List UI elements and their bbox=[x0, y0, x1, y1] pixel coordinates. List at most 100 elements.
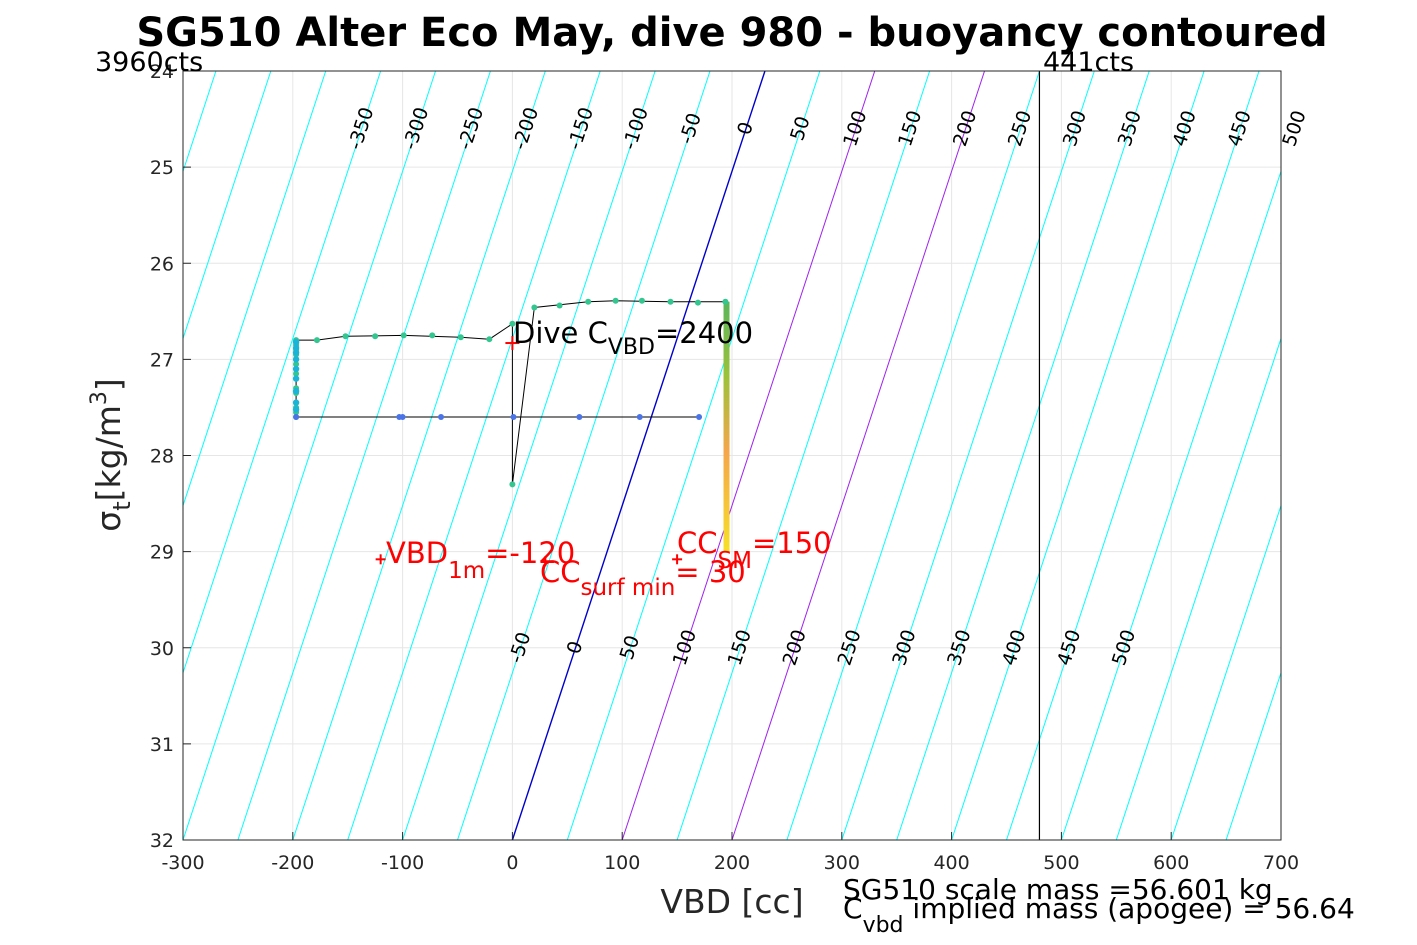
data-point bbox=[667, 298, 674, 305]
y-tick-label: 28 bbox=[150, 446, 174, 468]
data-point bbox=[292, 399, 300, 406]
x-tick-label: 500 bbox=[1043, 852, 1079, 874]
contour-line-300 bbox=[841, 71, 1095, 840]
data-point bbox=[313, 337, 320, 344]
data-point bbox=[292, 375, 300, 382]
data-point bbox=[372, 333, 379, 340]
y-label-close: ] bbox=[89, 378, 128, 391]
contour-line-500 bbox=[1060, 169, 1281, 840]
x-tick-label: 100 bbox=[604, 852, 640, 874]
data-point bbox=[400, 332, 407, 339]
contour-line-150 bbox=[676, 71, 931, 840]
contour-line-600 bbox=[1170, 504, 1281, 840]
counts-left-label: 3960cts bbox=[95, 47, 203, 78]
data-point bbox=[722, 298, 729, 305]
x-tick-label: 700 bbox=[1263, 852, 1299, 874]
contour-line-350 bbox=[896, 71, 1150, 840]
x-axis-label: VBD [cc] bbox=[660, 882, 803, 921]
data-point bbox=[696, 414, 703, 421]
x-tick-label: 300 bbox=[824, 852, 860, 874]
data-point bbox=[292, 365, 300, 373]
contour-line-800 bbox=[1391, 71, 1417, 840]
x-tick-label: 200 bbox=[714, 852, 750, 874]
data-point bbox=[457, 334, 464, 341]
contour-line-50 bbox=[566, 71, 821, 840]
data-point bbox=[292, 338, 300, 346]
data-point bbox=[292, 406, 300, 413]
contour-line-250 bbox=[786, 71, 1040, 840]
data-point bbox=[509, 320, 516, 327]
data-point bbox=[293, 370, 300, 377]
implied-mass-text: Cvbd implied mass (apogee) = 56.64 bbox=[843, 892, 1355, 938]
contour-line--450 bbox=[183, 71, 272, 341]
y-tick-label: 32 bbox=[150, 830, 174, 852]
data-point bbox=[293, 361, 300, 368]
cc-sm-annotation: CCSM=150 bbox=[677, 526, 832, 574]
y-tick-label: 24 bbox=[150, 61, 174, 83]
data-point bbox=[585, 298, 592, 305]
contour-line-0 bbox=[511, 71, 766, 840]
contour-line--400 bbox=[183, 71, 327, 508]
x-tick-label: 400 bbox=[933, 852, 969, 874]
contour-line-400 bbox=[951, 71, 1205, 840]
vbd-1m-annotation: VBD1m=-120 bbox=[386, 536, 575, 584]
data-point bbox=[612, 297, 619, 304]
contour-line--100 bbox=[402, 71, 656, 840]
contour-line--550 bbox=[0, 71, 161, 840]
data-point bbox=[638, 297, 645, 304]
contour-line--350 bbox=[183, 71, 382, 675]
data-point bbox=[342, 333, 349, 340]
y-label-symbol: σ bbox=[89, 511, 128, 532]
data-point bbox=[292, 349, 300, 356]
y-tick-label: 26 bbox=[150, 253, 174, 275]
data-point bbox=[509, 481, 516, 488]
y-tick-label: 27 bbox=[150, 349, 174, 371]
counts-right-label: 441cts bbox=[1043, 47, 1134, 78]
contour-line-100 bbox=[621, 71, 876, 840]
y-axis-label: σt[kg/m3] bbox=[87, 378, 136, 531]
x-tick-label: -300 bbox=[161, 852, 204, 874]
dive-trajectory bbox=[295, 300, 726, 485]
scale-mass-text: SG510 scale mass =56.601 kg bbox=[843, 873, 1273, 906]
contour-line-650 bbox=[1225, 671, 1281, 840]
contour-line-450 bbox=[1006, 71, 1260, 840]
y-label-units: [kg/m bbox=[89, 405, 128, 501]
data-point bbox=[486, 336, 493, 343]
contour-line--650 bbox=[0, 71, 51, 840]
data-point bbox=[576, 414, 583, 421]
contour-line--50 bbox=[457, 71, 711, 840]
contour-line-750 bbox=[1336, 71, 1417, 840]
dive-series bbox=[292, 297, 730, 552]
y-tick-label: 30 bbox=[150, 638, 174, 660]
x-tick-label: 0 bbox=[506, 852, 518, 874]
dive-cvbd-annotation: Dive CVBD=2400 bbox=[513, 316, 753, 360]
data-point bbox=[531, 304, 538, 311]
data-point bbox=[556, 302, 563, 309]
data-point bbox=[438, 414, 445, 421]
cc-surf-min-annotation: CCsurf min= 30 bbox=[540, 555, 746, 601]
data-point bbox=[292, 356, 300, 363]
data-point bbox=[292, 387, 300, 395]
axis-ticks: -300 -200 -100 0 100 200 300 400 500 600 700 24 25 26… bbox=[150, 61, 1299, 874]
data-point bbox=[293, 414, 300, 421]
y-label-sup: 3 bbox=[87, 391, 112, 405]
y-tick-label: 25 bbox=[150, 157, 174, 179]
svg-text:σt[kg/m3]: σt[kg/m3] bbox=[87, 378, 136, 531]
data-point bbox=[636, 414, 643, 421]
annotation-markers bbox=[375, 336, 683, 567]
contour-line-200 bbox=[731, 71, 986, 840]
contour-line-550 bbox=[1115, 336, 1281, 840]
apogee-bar bbox=[723, 301, 730, 552]
contour-line--250 bbox=[237, 71, 491, 840]
data-point bbox=[694, 299, 701, 306]
x-tick-label: -100 bbox=[381, 852, 424, 874]
chart-title: SG510 Alter Eco May, dive 980 - buoyancy… bbox=[136, 10, 1327, 56]
data-point bbox=[429, 332, 436, 339]
y-tick-label: 31 bbox=[150, 734, 174, 756]
data-point bbox=[510, 414, 517, 421]
y-label-sub: t bbox=[108, 501, 136, 510]
x-tick-label: -200 bbox=[271, 852, 314, 874]
y-tick-label: 29 bbox=[150, 542, 174, 564]
data-point bbox=[292, 344, 300, 352]
